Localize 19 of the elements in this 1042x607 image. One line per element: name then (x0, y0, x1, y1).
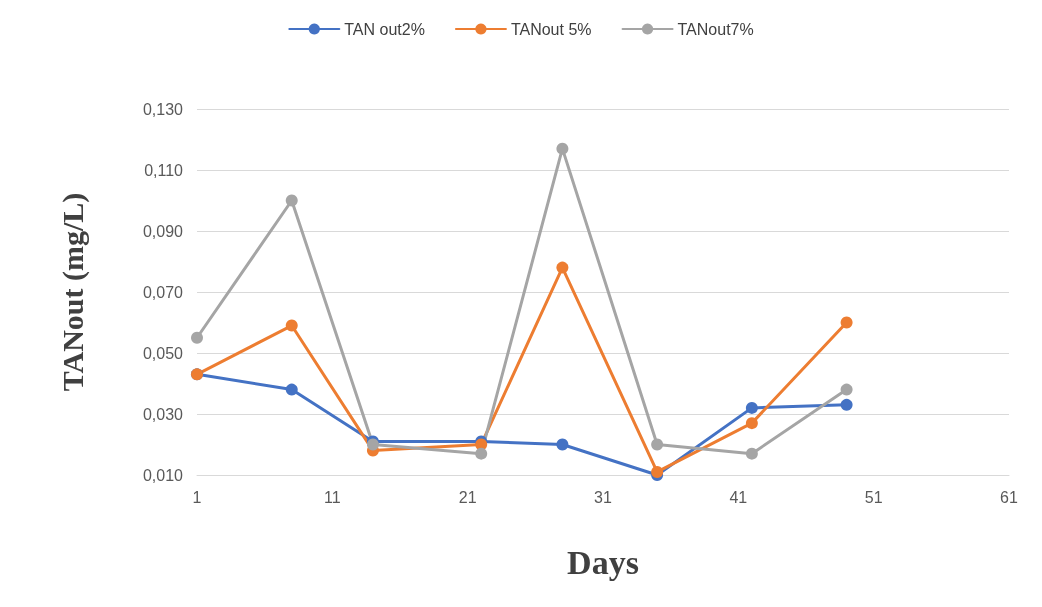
legend-label: TANout7% (677, 20, 754, 38)
legend-label: TANout 5% (510, 20, 592, 38)
y-tick-label: 0,070 (142, 283, 184, 301)
x-tick-label: 41 (729, 488, 748, 506)
y-tick-label: 0,090 (142, 222, 184, 240)
x-axis-title: Days (567, 543, 639, 581)
x-tick-label: 11 (324, 488, 341, 506)
x-tick-label: 61 (1000, 488, 1018, 506)
y-axis-title: TANout (mg/L) (55, 192, 90, 392)
x-tick-label: 31 (594, 488, 612, 506)
y-tick-label: 0,010 (142, 466, 184, 484)
legend-label: TAN out2% (344, 20, 425, 38)
y-tick-label: 0,110 (144, 161, 184, 179)
x-tick-label: 21 (458, 488, 477, 506)
y-tick-label: 0,130 (142, 100, 184, 118)
x-tick-label: 1 (192, 488, 202, 506)
y-tick-label: 0,050 (142, 344, 184, 362)
y-tick-label: 0,030 (142, 405, 184, 423)
x-tick-label: 51 (864, 488, 883, 506)
